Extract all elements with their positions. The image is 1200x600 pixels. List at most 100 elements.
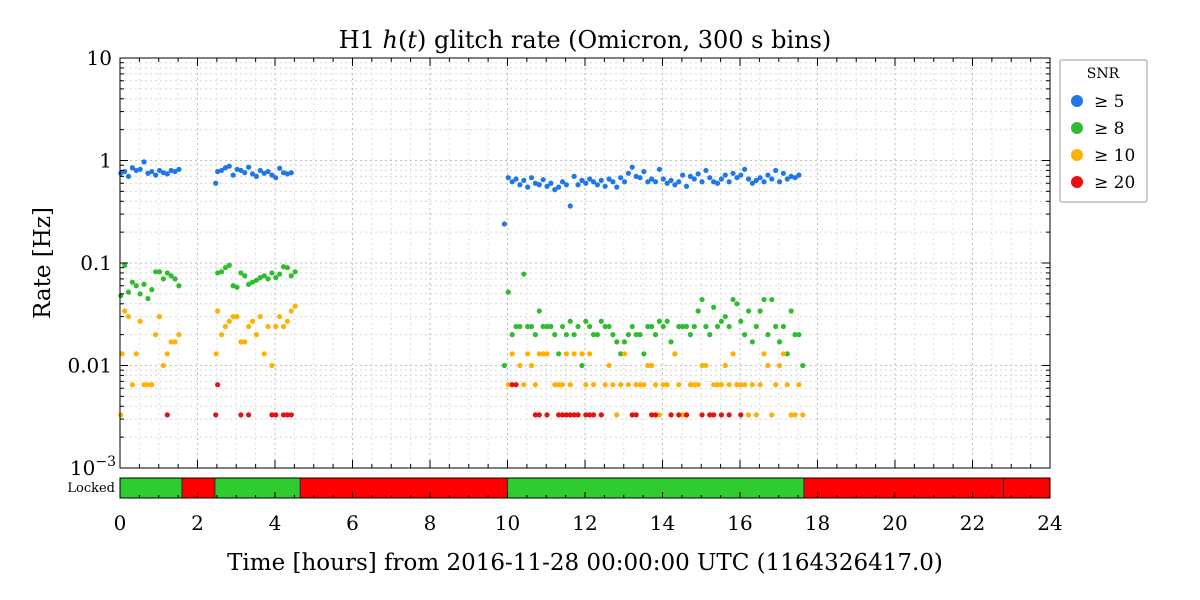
data-point-series-2 xyxy=(773,323,779,330)
data-point-series-2 xyxy=(544,323,550,330)
data-point-series-4 xyxy=(280,412,287,418)
data-point-series-2 xyxy=(528,323,535,330)
data-point-series-1 xyxy=(765,172,771,178)
data-point-series-2 xyxy=(509,332,515,338)
data-point-series-1 xyxy=(652,179,659,185)
data-point-series-3 xyxy=(226,318,232,324)
data-point-series-1 xyxy=(218,167,225,174)
state-segment-off xyxy=(803,477,1004,499)
data-point-series-3 xyxy=(540,351,546,357)
data-point-series-2 xyxy=(761,296,767,303)
legend-label: ≥ 5 xyxy=(1094,92,1124,112)
data-point-series-2 xyxy=(680,323,686,330)
data-point-series-1 xyxy=(726,179,732,185)
data-point-series-4 xyxy=(567,412,573,418)
state-segment-off xyxy=(299,477,508,499)
data-point-series-3 xyxy=(164,351,170,357)
data-point-series-1 xyxy=(734,175,740,181)
data-point-series-2 xyxy=(172,276,178,282)
data-point-series-1 xyxy=(687,173,694,179)
data-point-series-4 xyxy=(571,412,577,418)
data-point-series-1 xyxy=(563,182,570,188)
data-point-series-1 xyxy=(703,167,709,174)
data-point-series-3 xyxy=(730,351,736,357)
data-point-series-3 xyxy=(532,382,539,388)
scatter-points xyxy=(118,159,806,418)
data-point-series-2 xyxy=(711,304,717,310)
data-point-series-4 xyxy=(633,412,639,418)
data-point-series-4 xyxy=(590,412,597,418)
data-point-series-3 xyxy=(222,323,228,330)
data-point-series-1 xyxy=(753,177,759,183)
data-point-series-1 xyxy=(246,164,252,170)
data-point-series-2 xyxy=(218,269,225,275)
data-point-series-2 xyxy=(226,262,232,268)
data-point-series-1 xyxy=(501,221,507,227)
data-point-series-1 xyxy=(742,166,748,172)
data-point-series-2 xyxy=(587,323,593,330)
data-point-series-3 xyxy=(156,313,163,320)
data-point-series-4 xyxy=(238,412,244,418)
x-tick-label: 14 xyxy=(650,511,675,535)
data-point-series-3 xyxy=(230,313,236,320)
data-point-series-2 xyxy=(687,332,694,338)
data-point-series-1 xyxy=(784,176,790,182)
state-bar-label: Locked xyxy=(67,481,115,496)
data-point-series-3 xyxy=(253,332,259,338)
data-point-series-1 xyxy=(257,167,263,174)
data-point-series-2 xyxy=(141,281,147,287)
data-point-series-3 xyxy=(718,382,725,388)
data-point-series-2 xyxy=(168,273,174,279)
data-point-series-1 xyxy=(792,175,798,181)
data-point-series-4 xyxy=(536,412,542,418)
data-point-series-1 xyxy=(513,176,519,182)
legend-label: ≥ 8 xyxy=(1094,119,1124,139)
data-point-series-2 xyxy=(575,323,581,330)
data-point-series-2 xyxy=(246,281,252,287)
data-point-series-1 xyxy=(641,168,647,175)
data-point-series-1 xyxy=(273,175,279,181)
data-point-series-2 xyxy=(525,323,531,330)
data-point-series-2 xyxy=(137,291,143,297)
data-point-series-1 xyxy=(517,182,523,188)
data-point-series-1 xyxy=(680,172,686,178)
legend: SNR ≥ 5 ≥ 8 ≥ 10 ≥ 20 xyxy=(1059,59,1148,203)
x-tick-label: 4 xyxy=(269,511,282,535)
data-point-series-3 xyxy=(583,382,589,388)
data-point-series-2 xyxy=(548,323,554,330)
data-point-series-2 xyxy=(602,323,608,330)
data-point-series-2 xyxy=(261,273,267,279)
data-point-series-3 xyxy=(745,412,752,418)
data-point-series-1 xyxy=(649,176,655,182)
data-point-series-4 xyxy=(583,412,589,418)
x-tick-label: 10 xyxy=(495,511,520,535)
data-point-series-1 xyxy=(548,180,554,186)
state-segment-off xyxy=(181,477,216,499)
legend-marker xyxy=(1071,122,1083,134)
data-point-series-1 xyxy=(141,159,147,165)
state-segment-on xyxy=(214,477,301,499)
data-point-series-1 xyxy=(277,165,283,171)
data-point-series-2 xyxy=(552,332,558,338)
data-point-series-1 xyxy=(559,179,566,185)
data-point-series-4 xyxy=(598,412,604,418)
data-point-series-3 xyxy=(761,351,767,357)
data-point-series-3 xyxy=(652,382,659,388)
data-point-series-2 xyxy=(660,323,666,330)
data-point-series-1 xyxy=(149,168,155,175)
data-point-series-3 xyxy=(734,382,740,388)
data-point-series-3 xyxy=(284,318,290,324)
data-point-series-2 xyxy=(567,318,573,324)
data-point-series-4 xyxy=(288,412,294,418)
data-point-series-1 xyxy=(602,183,608,189)
data-point-series-1 xyxy=(226,163,232,169)
data-point-series-4 xyxy=(563,412,570,418)
data-point-series-1 xyxy=(645,179,651,185)
data-point-series-3 xyxy=(691,382,697,388)
state-segment-on xyxy=(119,477,183,499)
data-point-series-2 xyxy=(776,339,783,345)
data-point-series-1 xyxy=(618,175,624,181)
data-point-series-3 xyxy=(796,382,802,388)
data-point-series-2 xyxy=(614,339,620,345)
